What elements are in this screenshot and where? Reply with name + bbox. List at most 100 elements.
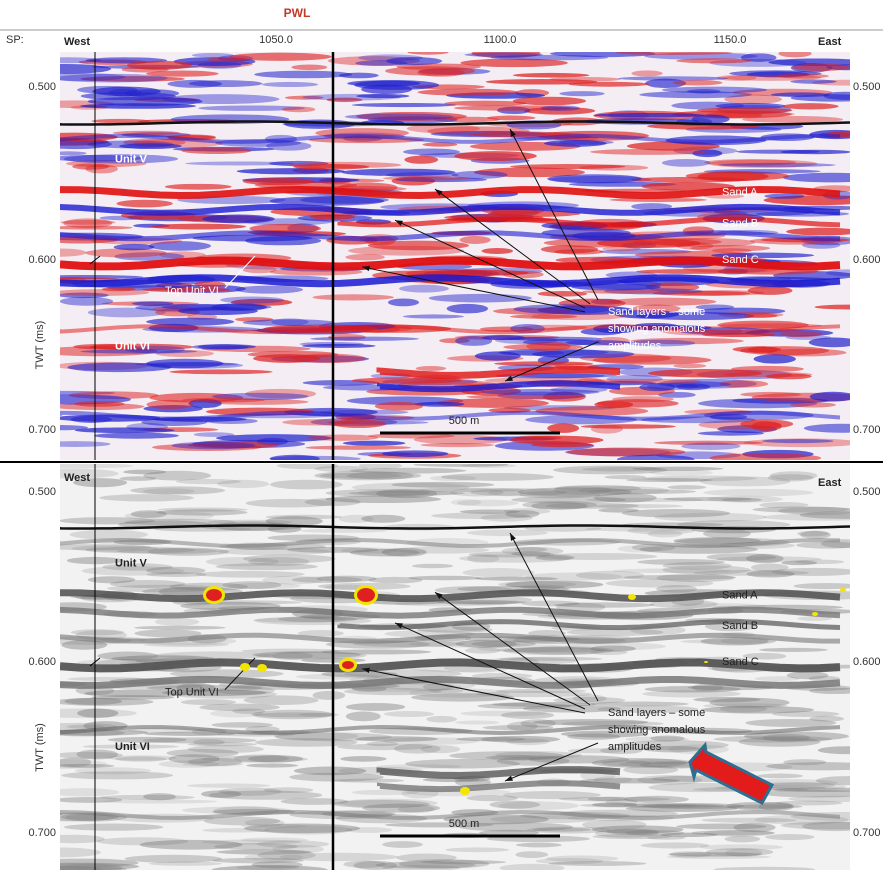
reflection — [739, 737, 821, 747]
reflection — [503, 344, 583, 350]
reflection — [748, 346, 778, 353]
reflection — [701, 818, 796, 823]
reflection — [513, 73, 590, 78]
reflection — [520, 719, 556, 727]
reflection — [70, 530, 148, 540]
reflection — [523, 705, 621, 713]
reflection — [349, 491, 465, 496]
reflection — [764, 194, 804, 199]
reflection — [544, 140, 607, 147]
reflection — [80, 103, 196, 109]
anomaly-small — [240, 663, 250, 671]
reflection — [266, 141, 311, 150]
reflection — [457, 500, 519, 507]
reflection — [53, 764, 114, 768]
reflection — [498, 801, 578, 810]
reflection — [535, 858, 603, 864]
reflection — [366, 741, 398, 746]
reflection — [757, 774, 803, 779]
reflection — [503, 647, 604, 655]
reflection — [754, 354, 796, 363]
reflection — [667, 855, 772, 859]
reflection — [590, 702, 689, 707]
reflection — [182, 398, 265, 403]
reflection — [618, 76, 728, 80]
reflection — [119, 143, 182, 149]
panel-grey: 0.5000.5000.6000.6000.7000.700TWT (ms)We… — [19, 462, 883, 870]
reflection — [167, 749, 239, 757]
reflection — [339, 73, 379, 79]
reflection — [723, 75, 821, 81]
reflection — [445, 847, 509, 852]
reflection — [146, 567, 206, 574]
reflection — [503, 791, 601, 799]
reflection — [594, 113, 705, 117]
y-tick-label-right: 0.500 — [853, 81, 881, 93]
reflection — [604, 475, 646, 479]
reflection — [155, 618, 200, 626]
sand-label: Sand B — [722, 218, 758, 230]
reflection — [382, 450, 448, 457]
reflection — [345, 114, 454, 120]
reflection — [289, 773, 384, 782]
reflection — [405, 759, 520, 769]
east-label: East — [818, 36, 842, 48]
reflection — [60, 297, 113, 306]
reflection — [248, 351, 339, 358]
reflection — [147, 362, 244, 369]
reflection — [51, 698, 153, 706]
anomaly-small — [257, 664, 267, 672]
reflection — [647, 383, 699, 390]
reflection — [207, 57, 247, 62]
reflection — [346, 703, 405, 711]
reflection — [202, 828, 269, 832]
reflection — [143, 793, 176, 800]
reflection — [662, 159, 710, 167]
west-label: West — [64, 36, 90, 48]
reflection — [346, 711, 381, 721]
reflection — [282, 419, 355, 425]
reflection — [281, 798, 349, 805]
sp-tick: 1150.0 — [714, 34, 747, 46]
reflection — [673, 80, 722, 86]
reflection — [740, 392, 801, 397]
reflection — [292, 576, 362, 583]
reflection — [289, 162, 401, 168]
reflection — [625, 830, 684, 836]
reflection — [540, 105, 580, 110]
y-tick-label-right: 0.500 — [853, 486, 881, 498]
reflection — [605, 799, 637, 806]
reflection — [648, 369, 762, 377]
reflection — [467, 554, 499, 563]
reflection — [383, 176, 470, 180]
reflection — [746, 554, 784, 563]
reflection — [680, 290, 765, 295]
reflection — [375, 861, 475, 868]
reflection — [246, 763, 298, 767]
reflection — [282, 107, 315, 113]
reflection — [347, 80, 420, 86]
reflection — [97, 652, 158, 661]
reflection — [718, 163, 836, 167]
reflection — [698, 431, 764, 436]
reflection — [771, 92, 831, 97]
reflection — [96, 837, 188, 845]
reflection — [385, 66, 475, 75]
reflection — [403, 314, 464, 318]
reflection — [699, 844, 783, 850]
reflection — [430, 475, 477, 481]
reflection — [772, 568, 858, 576]
reflection — [243, 319, 335, 326]
reflection — [554, 485, 640, 492]
reflection — [499, 657, 603, 661]
reflection — [667, 485, 706, 489]
reflection — [495, 337, 558, 344]
reflection — [61, 771, 173, 779]
reflection — [744, 314, 778, 318]
reflection — [60, 220, 115, 225]
reflection — [192, 53, 234, 57]
reflection — [475, 577, 558, 581]
reflection — [581, 424, 676, 428]
y-tick-label: 0.600 — [28, 656, 56, 668]
top-unit-label: Top Unit VI — [165, 285, 219, 297]
